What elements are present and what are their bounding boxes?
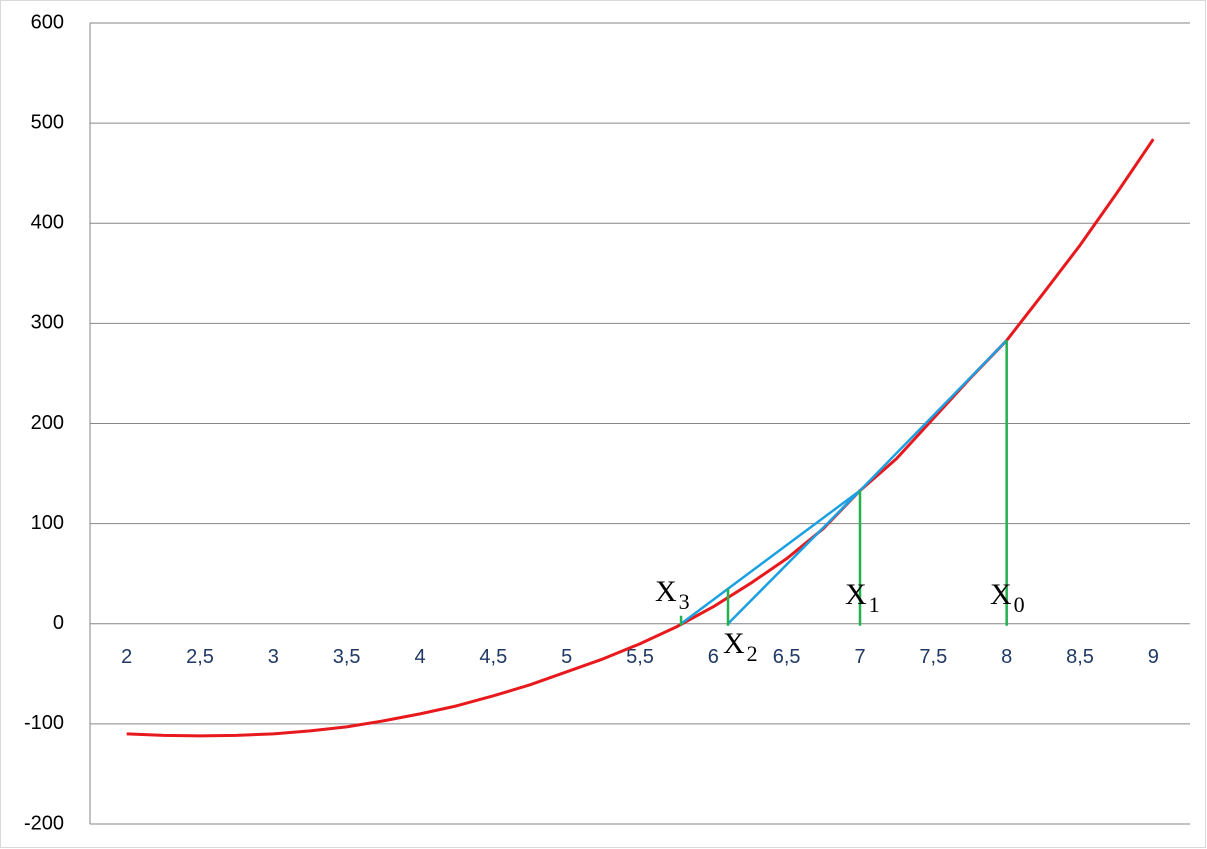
annotation-subscript: 0 — [1014, 592, 1025, 617]
annotation-text: X — [655, 575, 677, 608]
y-tick-label: 100 — [31, 512, 64, 534]
x-tick-label: 7 — [854, 646, 865, 668]
annotation: X3 — [655, 575, 690, 614]
y-tick-label: 200 — [31, 412, 64, 434]
annotation: X1 — [845, 578, 880, 617]
annotation: X2 — [723, 627, 758, 666]
y-tick-label: 400 — [31, 212, 64, 234]
x-tick-label: 9 — [1148, 646, 1159, 668]
x-tick-label: 2,5 — [186, 646, 214, 668]
x-tick-label: 3 — [268, 646, 279, 668]
annotation-text: X — [845, 578, 867, 611]
annotation-subscript: 1 — [869, 592, 880, 617]
y-tick-label: -200 — [24, 812, 64, 834]
x-tick-label: 5,5 — [626, 646, 654, 668]
annotation-text: X — [990, 578, 1012, 611]
annotation: X0 — [990, 578, 1025, 617]
y-tick-label: 500 — [31, 111, 64, 133]
y-tick-label: -100 — [24, 712, 64, 734]
x-tick-label: 7,5 — [919, 646, 947, 668]
annotation-text: X — [723, 627, 745, 660]
x-tick-label: 3,5 — [333, 646, 361, 668]
y-tick-label: 300 — [31, 312, 64, 334]
x-tick-label: 6,5 — [773, 646, 801, 668]
annotation-subscript: 2 — [747, 641, 758, 666]
series-line — [679, 340, 1008, 626]
x-tick-label: 8,5 — [1066, 646, 1094, 668]
y-tick-label: 0 — [53, 612, 64, 634]
x-tick-label: 4,5 — [479, 646, 507, 668]
x-tick-label: 5 — [561, 646, 572, 668]
x-tick-label: 6 — [708, 646, 719, 668]
y-tick-label: 600 — [31, 11, 64, 33]
x-tick-label: 4 — [414, 646, 425, 668]
x-tick-label: 8 — [1001, 646, 1012, 668]
annotation-subscript: 3 — [679, 589, 690, 614]
x-tick-label: 2 — [121, 646, 132, 668]
